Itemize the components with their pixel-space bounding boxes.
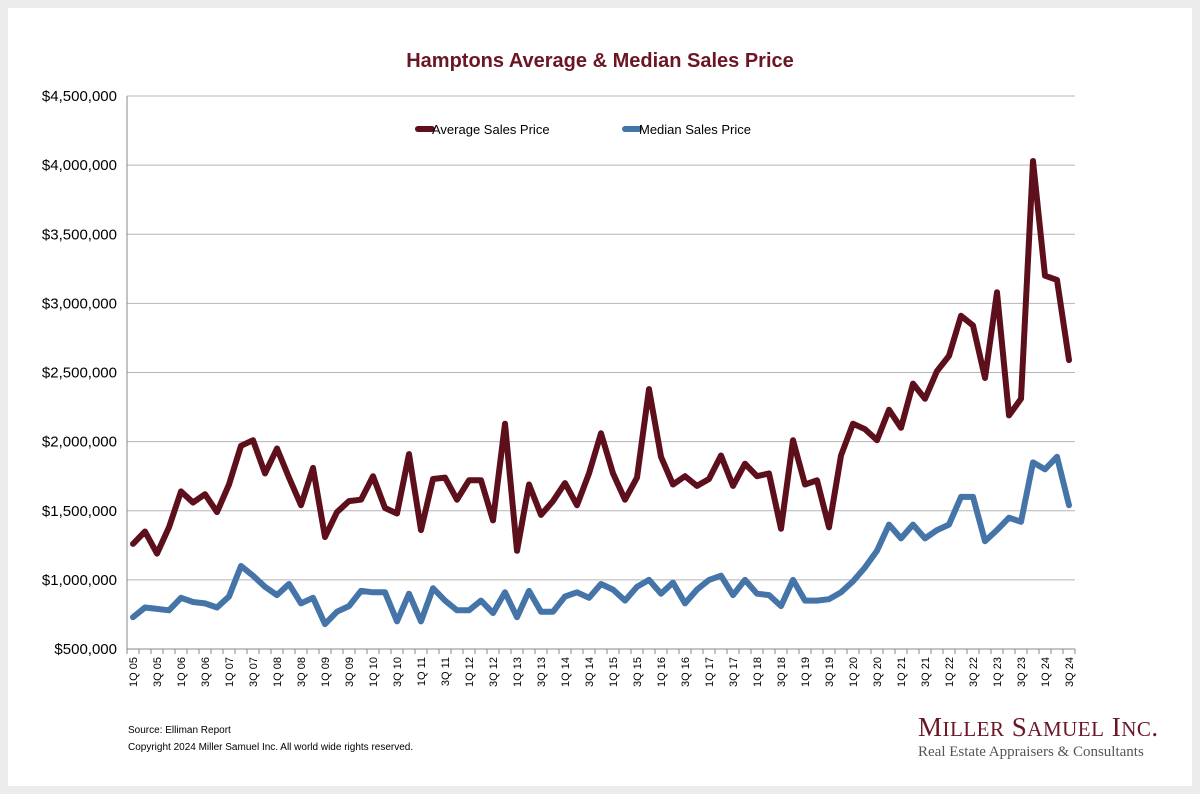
x-tick-label: 1Q 24 [1040, 657, 1052, 687]
legend-label: Average Sales Price [432, 122, 550, 137]
y-tick-label: $3,500,000 [42, 226, 117, 243]
y-tick-label: $4,500,000 [42, 88, 117, 105]
x-tick-label: 3Q 20 [872, 657, 884, 687]
x-tick-label: 3Q 08 [296, 657, 308, 687]
x-tick-label: 1Q 05 [128, 657, 140, 687]
x-tick-label: 3Q 24 [1064, 657, 1076, 687]
series-line-average [130, 158, 1072, 557]
x-tick-label: 1Q 16 [656, 657, 668, 687]
company-tagline: Real Estate Appraisers & Consultants [918, 744, 1144, 760]
x-tick-label: 1Q 23 [992, 657, 1004, 687]
x-tick-label: 1Q 06 [176, 657, 188, 687]
x-tick-label: 3Q 22 [968, 657, 980, 687]
y-tick-label: $4,000,000 [42, 157, 117, 174]
x-tick-label: 3Q 21 [920, 657, 932, 687]
x-tick-label: 1Q 15 [608, 657, 620, 687]
x-tick-label: 3Q 17 [728, 657, 740, 687]
x-tick-label: 3Q 05 [152, 657, 164, 687]
y-tick-label: $1,000,000 [42, 572, 117, 589]
x-tick-label: 3Q 15 [632, 657, 644, 687]
x-tick-label: 1Q 19 [800, 657, 812, 687]
series-line-median [130, 453, 1072, 628]
source-note: Source: Elliman Report [128, 725, 231, 736]
x-tick-label: 3Q 06 [200, 657, 212, 687]
x-tick-label: 3Q 23 [1016, 657, 1028, 687]
x-tick-label: 1Q 08 [272, 657, 284, 687]
chart-card [8, 8, 1192, 786]
x-tick-label: 3Q 19 [824, 657, 836, 687]
x-tick-label: 1Q 18 [752, 657, 764, 687]
x-tick-label: 1Q 09 [320, 657, 332, 687]
x-tick-label: 1Q 07 [224, 657, 236, 687]
x-tick-label: 1Q 17 [704, 657, 716, 687]
x-tick-label: 1Q 20 [848, 657, 860, 687]
x-tick-label: 1Q 14 [560, 657, 572, 687]
x-tick-label: 3Q 10 [392, 657, 404, 687]
x-tick-label: 3Q 18 [776, 657, 788, 687]
x-tick-label: 3Q 12 [488, 657, 500, 687]
company-logo: MILLER SAMUEL INC. [918, 712, 1159, 742]
x-tick-label: 3Q 11 [440, 657, 452, 686]
x-tick-label: 3Q 13 [536, 657, 548, 687]
x-tick-label: 1Q 21 [896, 657, 908, 687]
chart-title: Hamptons Average & Median Sales Price [406, 50, 794, 72]
x-tick-label: 1Q 22 [944, 657, 956, 687]
copyright-note: Copyright 2024 Miller Samuel Inc. All wo… [128, 742, 414, 753]
y-tick-label: $1,500,000 [42, 503, 117, 520]
legend-label: Median Sales Price [639, 122, 751, 137]
y-tick-label: $500,000 [54, 641, 117, 658]
x-tick-label: 3Q 16 [680, 657, 692, 687]
x-tick-label: 1Q 13 [512, 657, 524, 687]
y-tick-label: $2,000,000 [42, 434, 117, 451]
y-tick-label: $3,000,000 [42, 295, 117, 312]
y-tick-label: $2,500,000 [42, 365, 117, 382]
x-tick-label: 1Q 11 [416, 657, 428, 686]
x-tick-label: 1Q 10 [368, 657, 380, 687]
x-tick-label: 3Q 09 [344, 657, 356, 687]
x-tick-label: 3Q 07 [248, 657, 260, 687]
x-tick-label: 3Q 14 [584, 657, 596, 687]
x-tick-label: 1Q 12 [464, 657, 476, 687]
